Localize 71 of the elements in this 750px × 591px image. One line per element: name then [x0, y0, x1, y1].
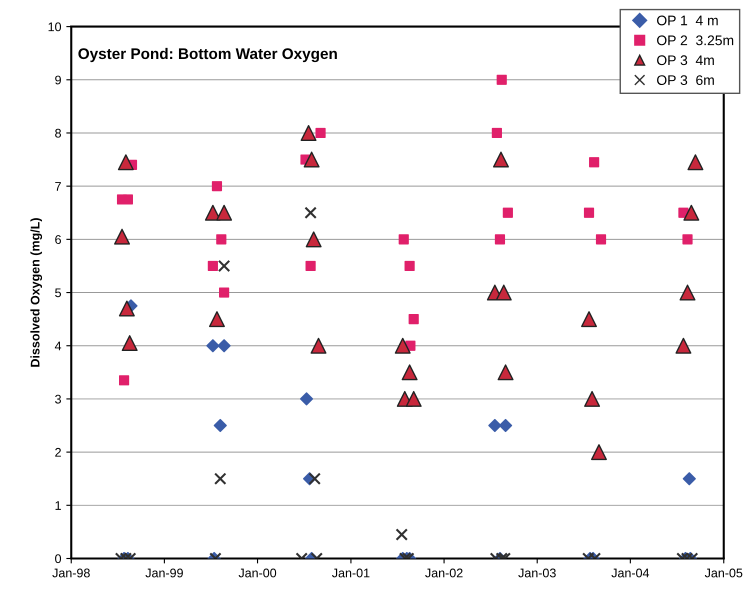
point [208, 311, 225, 328]
x-tick-label: Jan-01 [332, 568, 370, 578]
point [310, 338, 326, 354]
y-tick-label: 9 [55, 76, 61, 84]
point [404, 260, 415, 272]
point [502, 208, 513, 218]
point [493, 152, 509, 168]
y-axis-title: Dissolved Oxygen (mg/L) [30, 218, 42, 367]
point [306, 260, 316, 272]
point [584, 390, 600, 407]
point [596, 234, 606, 244]
point [406, 390, 422, 407]
point [315, 128, 326, 138]
point [204, 204, 221, 221]
point [687, 154, 704, 170]
point [216, 204, 232, 221]
point [584, 208, 594, 218]
point [304, 206, 317, 219]
point [206, 339, 220, 352]
y-tick-label: 10 [48, 22, 62, 32]
point [218, 339, 231, 352]
point [216, 234, 226, 244]
legend-label: OP 1 4 m [657, 16, 718, 26]
y-tick-label: 1 [56, 501, 61, 510]
text: Oyster Pond: Bottom Water Oxygen [78, 48, 337, 62]
legend-label: OP 2 3.25m [657, 35, 734, 46]
x-tick-label: Jan-04 [611, 568, 650, 578]
x-tick-label: Jan-98 [52, 568, 90, 578]
point [680, 284, 696, 301]
point [494, 234, 506, 244]
point [212, 181, 222, 192]
legend-label: OP 3 4m [657, 55, 714, 66]
y-tick-label: 3 [55, 394, 61, 404]
x-tick-label: Jan-00 [238, 568, 276, 578]
point [118, 375, 130, 386]
point [304, 152, 320, 168]
y-tick-label: 2 [55, 448, 61, 457]
point [682, 234, 693, 244]
point [408, 314, 419, 324]
x-tick-label: Jan-99 [145, 568, 183, 578]
point [492, 128, 502, 138]
y-tick-label: 0 [55, 554, 62, 564]
point [398, 234, 409, 244]
y-tick-label: 7 [55, 182, 61, 191]
point [118, 154, 134, 170]
point [498, 364, 514, 380]
point [118, 300, 135, 316]
point [581, 311, 597, 328]
x-tick-label: Jan-02 [425, 568, 463, 578]
point [402, 364, 418, 380]
y-tick-label: 5 [55, 288, 62, 298]
point [218, 260, 230, 272]
point [394, 338, 411, 354]
x-tick-label: Jan-03 [518, 568, 556, 578]
point [306, 231, 322, 248]
point [300, 124, 317, 141]
y-tick-label: 8 [55, 128, 61, 138]
legend-label: OP 3 6m [657, 75, 714, 86]
point [675, 338, 692, 354]
x-tick-label: Jan-05 [704, 568, 742, 578]
point [208, 260, 218, 272]
point [219, 287, 230, 298]
y-tick-label: 6 [55, 235, 61, 244]
point [683, 204, 700, 221]
point [122, 335, 138, 352]
point [589, 157, 600, 168]
point [122, 194, 133, 205]
point [496, 74, 507, 85]
y-tick-label: 4 [54, 342, 62, 350]
point [496, 284, 512, 301]
point [114, 228, 130, 245]
